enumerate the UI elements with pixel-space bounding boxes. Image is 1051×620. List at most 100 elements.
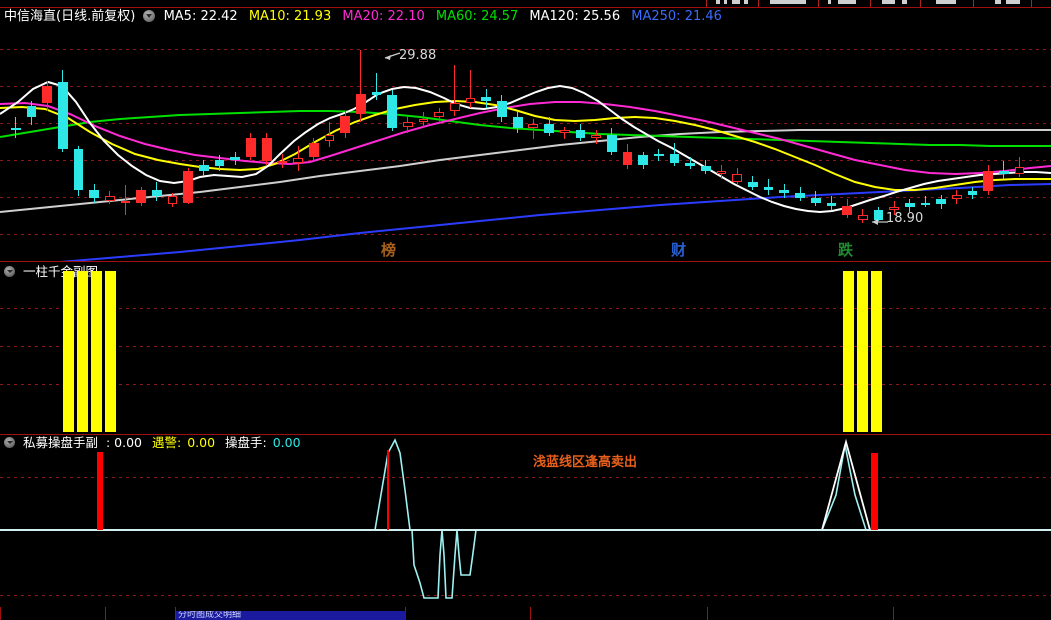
candlestick <box>638 24 648 261</box>
panel-divider-2 <box>0 434 1051 435</box>
candle-body <box>42 85 52 103</box>
bottom-tab[interactable] <box>405 607 531 620</box>
bottom-tab-bar[interactable]: 分时图成交明细 <box>0 607 1051 620</box>
candle-body <box>214 159 225 167</box>
zero-baseline <box>0 529 1051 531</box>
panel3-trader-value: 0.00 <box>272 435 301 450</box>
candlestick <box>152 24 162 261</box>
toolbar-glyph <box>1006 0 1020 4</box>
candle-body <box>26 106 37 118</box>
price-panel[interactable]: 29.88 18.90 榜 财 跌 <box>0 24 1051 261</box>
panel3-title-label: 私募操盘手副 <box>22 435 98 450</box>
candle-wick <box>532 118 534 140</box>
toolbar-glyph <box>902 0 907 4</box>
toolbar-button[interactable] <box>870 0 922 7</box>
signal-bar-red <box>871 453 878 530</box>
ma10-key: MA10: <box>248 9 290 24</box>
low-price-arrow-icon <box>872 219 888 225</box>
toolbar-glyph <box>724 0 727 4</box>
candle-body <box>183 170 194 203</box>
candlestick <box>10 24 21 261</box>
grid-line <box>0 197 1051 198</box>
bottom-tab[interactable] <box>530 607 708 620</box>
candle-wick <box>454 65 456 116</box>
bottom-tab[interactable] <box>707 607 894 620</box>
candlestick <box>622 24 633 261</box>
candlestick <box>434 24 445 261</box>
candlestick <box>763 24 774 261</box>
candlestick <box>199 24 209 261</box>
ma5-key: MA5: <box>163 9 197 24</box>
candlestick <box>669 24 680 261</box>
indicator-panel-simucaopanshou[interactable]: 私募操盘手副 : 0.00 遇警: 0.00 操盘手: 0.00 浅蓝线区逢高卖… <box>0 435 1051 607</box>
grid-line <box>0 384 1051 385</box>
candle-wick <box>15 117 17 138</box>
chevron-down-circle-icon[interactable] <box>4 266 15 277</box>
candle-body <box>999 170 1009 175</box>
panel-divider-1 <box>0 261 1051 262</box>
panel3-title[interactable]: 私募操盘手副 : 0.00 遇警: 0.00 操盘手: 0.00 <box>4 435 301 451</box>
candlestick <box>904 24 915 261</box>
candlestick <box>936 24 947 261</box>
candlestick <box>716 24 727 261</box>
signal-bar <box>843 271 854 432</box>
ma60-key: MA60: <box>435 9 477 24</box>
candlestick <box>795 24 805 261</box>
toolbar-button[interactable] <box>973 0 1033 7</box>
toolbar-glyph <box>770 0 806 4</box>
candlestick <box>685 24 696 261</box>
candlestick <box>842 24 852 261</box>
toolbar-divider <box>0 7 1051 8</box>
candlestick <box>89 24 99 261</box>
candle-body <box>857 215 868 220</box>
chart-header: 中信海直(日线.前复权) MA5: 22.42 MA10: 21.93 MA20… <box>0 8 722 26</box>
ma120-line <box>0 129 1051 213</box>
grid-line <box>0 160 1051 161</box>
candle-body <box>685 163 696 167</box>
candle-wick <box>1003 161 1005 179</box>
ma5-label: MA5: 22.42 <box>164 8 238 26</box>
candlestick <box>340 24 350 261</box>
bottom-tab[interactable] <box>0 607 106 620</box>
chevron-down-circle-icon[interactable] <box>143 10 156 22</box>
candlestick <box>653 24 664 261</box>
candlestick <box>952 24 962 261</box>
candlestick <box>606 24 617 261</box>
toolbar-glyph <box>838 0 856 4</box>
bottom-tab[interactable] <box>893 607 1051 620</box>
candlestick <box>983 24 994 261</box>
toolbar-glyph <box>828 0 831 4</box>
toolbar-button[interactable] <box>1031 0 1051 7</box>
candle-body <box>622 151 633 165</box>
chevron-down-circle-icon[interactable] <box>4 437 15 448</box>
candle-body <box>575 129 586 138</box>
indicator-panel-yizhuqianjin[interactable]: 一柱千金副图 <box>0 262 1051 434</box>
watermark-die: 跌 <box>838 241 854 259</box>
signal-bar <box>105 271 116 432</box>
candlestick <box>999 24 1009 261</box>
ma10-line <box>0 99 1051 191</box>
high-price-arrow-icon <box>384 52 401 60</box>
candle-body <box>826 202 837 206</box>
grid-line <box>0 49 1051 50</box>
bottom-tab[interactable] <box>175 607 406 620</box>
candle-wick <box>375 72 377 100</box>
candlestick <box>857 24 868 261</box>
stock-name-label[interactable]: 中信海直(日线.前复权) <box>4 9 136 24</box>
ma250-value: 21.46 <box>684 9 722 24</box>
ma60-line <box>0 110 1051 147</box>
ma120-label: MA120: 25.56 <box>529 8 620 26</box>
toolbar-strip-cutoff <box>0 0 1051 7</box>
candle-body <box>167 196 178 205</box>
candle-body <box>528 123 539 129</box>
candle-body <box>230 156 241 160</box>
signal-bar <box>91 271 102 432</box>
toolbar-glyph <box>995 0 1001 4</box>
candlestick <box>183 24 194 261</box>
bottom-tab-selected[interactable]: 分时图成交明细 <box>176 611 406 620</box>
candle-body <box>716 170 727 175</box>
candle-wick <box>925 196 926 208</box>
candle-body <box>952 194 962 200</box>
bottom-tab[interactable] <box>105 607 176 620</box>
candlestick <box>418 24 429 261</box>
